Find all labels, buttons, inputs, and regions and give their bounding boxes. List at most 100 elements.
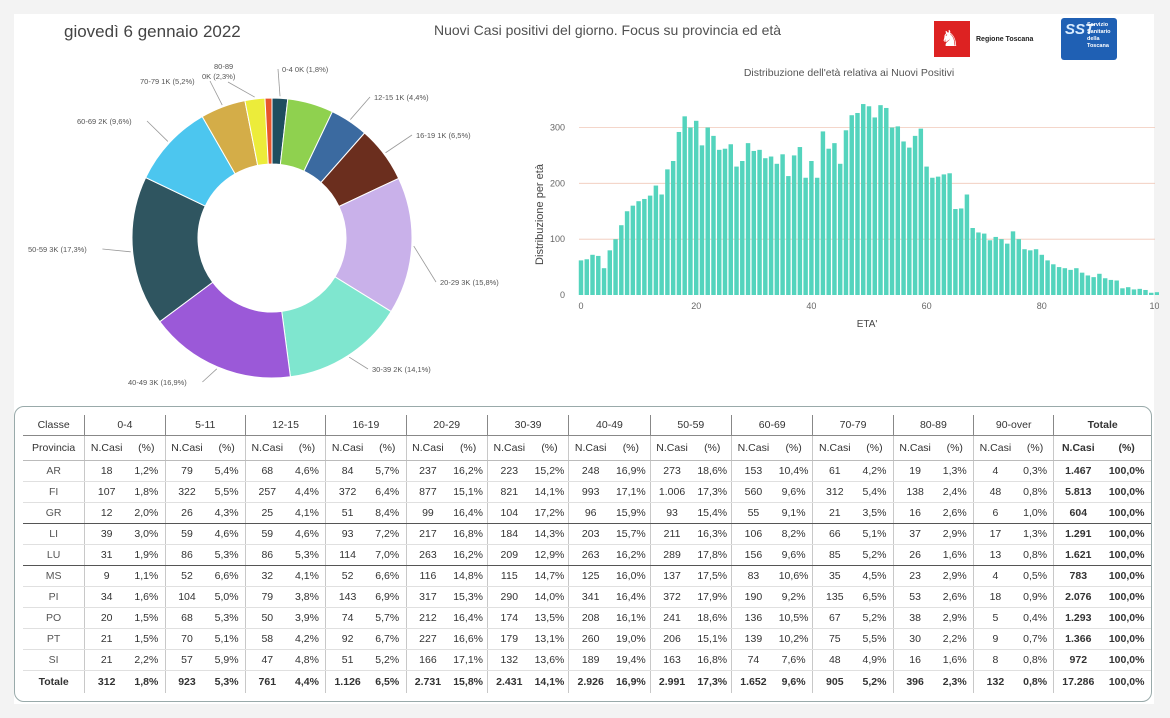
table-row[interactable]: MS 9 1,1% 52 6,6% 32 4,1% 52 6,6% 116 14,8% 115 14,7… — [23, 565, 1151, 587]
table-row[interactable]: SI 21 2,2% 57 5,9% 47 4,8% 51 5,2% 166 17,1% 132 13,… — [23, 649, 1151, 671]
histogram-bar[interactable] — [584, 259, 589, 295]
histogram-bar[interactable] — [1005, 243, 1010, 295]
histogram-bar[interactable] — [751, 150, 757, 295]
histogram-bar[interactable] — [1131, 289, 1137, 295]
histogram-bar[interactable] — [682, 116, 687, 295]
histogram-bar[interactable] — [636, 201, 641, 295]
histogram-bar[interactable] — [676, 131, 682, 295]
histogram-bar[interactable] — [786, 176, 791, 295]
table-row[interactable]: PO 20 1,5% 68 5,3% 50 3,9% 74 5,7% 212 16,4% 174 13,… — [23, 607, 1151, 629]
histogram-bar[interactable] — [1149, 292, 1154, 295]
histogram-bar[interactable] — [659, 194, 664, 296]
histogram-bar[interactable] — [1085, 275, 1091, 295]
histogram-bar[interactable] — [1039, 254, 1045, 295]
histogram-bar[interactable] — [866, 106, 872, 296]
histogram-bar[interactable] — [895, 126, 901, 295]
histogram-bar[interactable] — [1022, 249, 1027, 295]
histogram-bar[interactable] — [976, 232, 981, 295]
histogram-bar[interactable] — [1068, 269, 1073, 295]
histogram-bar[interactable] — [832, 143, 837, 295]
histogram-bar[interactable] — [1125, 287, 1131, 295]
table-row[interactable]: PI 34 1,6% 104 5,0% 79 3,8% 143 6,9% 317 15,3% 290 1… — [23, 586, 1151, 608]
histogram-bar[interactable] — [1137, 288, 1142, 295]
histogram-bar[interactable] — [705, 127, 710, 296]
histogram-bar[interactable] — [803, 177, 808, 295]
histogram-bar[interactable] — [607, 250, 613, 295]
histogram-bar[interactable] — [734, 166, 739, 295]
histogram-bar[interactable] — [1062, 268, 1068, 295]
histogram-bar[interactable] — [999, 239, 1004, 295]
histogram-bar[interactable] — [653, 185, 659, 295]
histogram-bar[interactable] — [722, 148, 728, 295]
histogram-bar[interactable] — [791, 155, 797, 295]
histogram-bar[interactable] — [878, 105, 883, 295]
histogram-bar[interactable] — [670, 161, 676, 295]
histogram-bar[interactable] — [1051, 264, 1056, 295]
histogram-bar[interactable] — [826, 148, 831, 295]
histogram-bar[interactable] — [613, 239, 618, 295]
histogram-bar[interactable] — [717, 149, 722, 295]
histogram-bar[interactable] — [855, 112, 860, 295]
histogram-bar[interactable] — [601, 268, 607, 295]
histogram-bar[interactable] — [884, 107, 889, 295]
histogram-bar[interactable] — [1114, 280, 1119, 295]
histogram-bar[interactable] — [993, 236, 998, 295]
table-row[interactable]: FI 107 1,8% 322 5,5% 257 4,4% 372 6,4% 877 15,1% 82… — [23, 481, 1151, 503]
histogram-bar[interactable] — [688, 127, 693, 296]
histogram-bar[interactable] — [820, 131, 826, 295]
histogram-bar[interactable] — [619, 225, 624, 295]
histogram-bar[interactable] — [774, 163, 780, 295]
histogram-bar[interactable] — [578, 260, 584, 295]
histogram-bar[interactable] — [1091, 277, 1096, 295]
histogram-bar[interactable] — [745, 143, 751, 295]
histogram-bar[interactable] — [843, 130, 849, 295]
table-row[interactable]: PT 21 1,5% 70 5,1% 58 4,2% 92 6,7% 227 16,6% 179 13,… — [23, 628, 1151, 650]
histogram-bar[interactable] — [907, 147, 912, 295]
histogram-bar[interactable] — [797, 147, 803, 295]
histogram-bar[interactable] — [935, 176, 941, 295]
histogram-bar[interactable] — [941, 174, 947, 295]
histogram-bar[interactable] — [1143, 289, 1148, 295]
histogram-bar[interactable] — [958, 208, 964, 295]
histogram-bar[interactable] — [596, 255, 601, 295]
table-row[interactable]: GR 12 2,0% 26 4,3% 25 4,1% 51 8,4% 99 16,4% 104 17,2… — [23, 502, 1151, 524]
histogram-bar[interactable] — [912, 135, 918, 295]
histogram-bar[interactable] — [1045, 260, 1050, 295]
donut-slice[interactable] — [159, 281, 291, 379]
histogram-bar[interactable] — [1079, 272, 1085, 295]
histogram-bar[interactable] — [1097, 273, 1102, 295]
histogram-bar[interactable] — [918, 128, 924, 295]
histogram-bar[interactable] — [763, 158, 768, 295]
histogram-bar[interactable] — [1016, 239, 1021, 295]
histogram-bar[interactable] — [861, 104, 866, 295]
histogram-bar[interactable] — [981, 233, 987, 295]
histogram-bar[interactable] — [647, 195, 653, 295]
histogram-bar[interactable] — [1056, 267, 1062, 295]
histogram-bar[interactable] — [1108, 279, 1114, 295]
histogram-bar[interactable] — [970, 228, 975, 295]
histogram-bar[interactable] — [987, 240, 993, 295]
histogram-bar[interactable] — [768, 156, 774, 295]
histogram-bar[interactable] — [693, 120, 699, 295]
table-row[interactable]: AR 18 1,2% 79 5,4% 68 4,6% 84 5,7% 237 16,2% 223 15,… — [23, 460, 1151, 482]
table-row[interactable]: LI 39 3,0% 59 4,6% 59 4,6% 93 7,2% 217 16,8% 184 14,… — [23, 523, 1151, 545]
histogram-bar[interactable] — [740, 161, 745, 295]
histogram-bar[interactable] — [837, 163, 843, 295]
histogram-bar[interactable] — [1102, 278, 1108, 295]
histogram-bar[interactable] — [1010, 231, 1016, 295]
histogram-bar[interactable] — [924, 166, 929, 295]
histogram-bar[interactable] — [964, 194, 970, 296]
histogram-bar[interactable] — [630, 205, 636, 295]
histogram-bar[interactable] — [930, 177, 935, 295]
histogram-bar[interactable] — [1154, 292, 1159, 295]
histogram-bar[interactable] — [711, 135, 716, 295]
histogram-bar[interactable] — [642, 198, 647, 295]
histogram-bar[interactable] — [624, 211, 630, 295]
histogram-bar[interactable] — [889, 127, 895, 296]
histogram-bar[interactable] — [872, 117, 877, 295]
histogram-bar[interactable] — [901, 141, 906, 295]
histogram-bar[interactable] — [849, 115, 854, 295]
histogram-bar[interactable] — [953, 209, 958, 295]
histogram-bar[interactable] — [590, 254, 595, 295]
histogram-bar[interactable] — [1033, 249, 1039, 295]
